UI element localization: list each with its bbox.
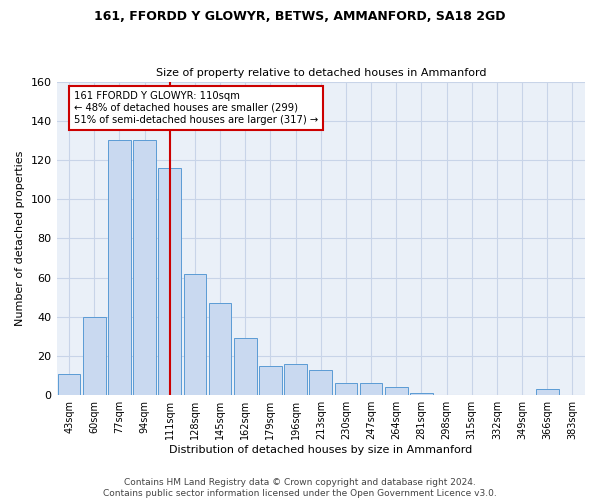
Bar: [335, 384, 357, 395]
Bar: [234, 338, 257, 395]
Bar: [536, 390, 559, 395]
Bar: [284, 364, 307, 395]
Bar: [58, 374, 80, 395]
Text: Contains HM Land Registry data © Crown copyright and database right 2024.
Contai: Contains HM Land Registry data © Crown c…: [103, 478, 497, 498]
Bar: [385, 388, 407, 395]
Bar: [360, 384, 382, 395]
Bar: [108, 140, 131, 395]
Bar: [310, 370, 332, 395]
Bar: [209, 303, 232, 395]
Title: Size of property relative to detached houses in Ammanford: Size of property relative to detached ho…: [155, 68, 486, 78]
Bar: [158, 168, 181, 395]
Bar: [259, 366, 282, 395]
X-axis label: Distribution of detached houses by size in Ammanford: Distribution of detached houses by size …: [169, 445, 472, 455]
Text: 161 FFORDD Y GLOWYR: 110sqm
← 48% of detached houses are smaller (299)
51% of se: 161 FFORDD Y GLOWYR: 110sqm ← 48% of det…: [74, 92, 319, 124]
Bar: [410, 393, 433, 395]
Bar: [83, 317, 106, 395]
Bar: [184, 274, 206, 395]
Text: 161, FFORDD Y GLOWYR, BETWS, AMMANFORD, SA18 2GD: 161, FFORDD Y GLOWYR, BETWS, AMMANFORD, …: [94, 10, 506, 23]
Y-axis label: Number of detached properties: Number of detached properties: [15, 150, 25, 326]
Bar: [133, 140, 156, 395]
